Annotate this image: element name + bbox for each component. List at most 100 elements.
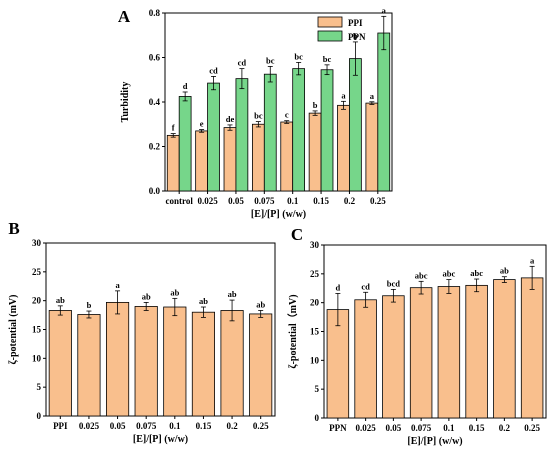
- significance-letter: ab: [170, 287, 179, 297]
- y-tick-label: 20: [310, 298, 320, 308]
- x-tick-label: 0.25: [253, 421, 269, 431]
- bar: [377, 32, 391, 192]
- legend-label-ppi: PPI: [348, 18, 363, 28]
- significance-letter: ab: [199, 296, 208, 306]
- x-tick-label: 0.15: [196, 421, 212, 431]
- significance-letter: cd: [238, 58, 247, 68]
- x-tick-label: 0.075: [411, 423, 432, 433]
- bar: [365, 102, 379, 192]
- x-tick-label: 0.1: [287, 196, 299, 206]
- y-tick-label: 15: [310, 327, 320, 337]
- y-tick-label: 0: [315, 413, 320, 423]
- significance-letter: ab: [500, 266, 509, 276]
- y-tick-label: 10: [32, 353, 42, 363]
- y-axis-label: ζ-potential（mV): [286, 294, 299, 368]
- x-tick-label: 0.05: [228, 196, 244, 206]
- bar: [292, 68, 306, 192]
- panel-b: B 0 5 10 15 20 25 30 ab b a ab ab ab ab ab PPI 0.025 0.05…: [8, 219, 276, 445]
- x-tick-label: 0.25: [370, 196, 386, 206]
- significance-letter: bc: [323, 54, 332, 64]
- significance-letter: c: [285, 110, 289, 120]
- legend: PPI PPN: [317, 16, 366, 42]
- y-axis-label: Turbidity: [120, 82, 131, 123]
- y-tick-label: 15: [32, 325, 42, 335]
- y-tick-label: 0.2: [149, 142, 161, 152]
- significance-letter: bc: [266, 55, 275, 65]
- x-tick-label: control: [166, 196, 194, 206]
- significance-letter: b: [87, 300, 92, 310]
- bar: [320, 69, 334, 192]
- significance-letter: ab: [228, 289, 237, 299]
- plot-a: 0.0 0.2 0.4 0.6 0.8 f e de bc c b a a d cd cd bc bc bc b a co…: [120, 5, 393, 220]
- significance-letter: ab: [56, 295, 65, 305]
- panel-c-letter: C: [291, 225, 303, 244]
- bar: [280, 121, 294, 192]
- bar: [382, 295, 405, 419]
- significance-letter: abc: [470, 268, 483, 278]
- x-tick-label: 0.2: [344, 196, 356, 206]
- x-tick-label: PPI: [53, 421, 68, 431]
- legend-swatch-ppn: [317, 30, 343, 42]
- bar: [308, 112, 322, 192]
- x-axis-label: [E]/[P] (w/w): [407, 436, 462, 447]
- significance-letter: abc: [443, 269, 456, 279]
- bar: [223, 127, 237, 192]
- x-tick-label: 0.15: [469, 423, 485, 433]
- y-tick-label: 5: [315, 384, 320, 394]
- x-tick-label: 0.075: [136, 421, 157, 431]
- legend-label-ppn: PPN: [348, 32, 366, 42]
- y-tick-label: 0: [37, 411, 42, 421]
- bar: [77, 314, 101, 417]
- significance-letter: abc: [415, 270, 428, 280]
- bar: [249, 313, 273, 417]
- bar: [105, 301, 130, 417]
- bar: [163, 306, 187, 417]
- bar: [437, 286, 461, 419]
- significance-letter: d: [183, 81, 188, 91]
- y-tick-label: 0.6: [149, 53, 161, 63]
- bar: [178, 96, 192, 192]
- panel-a: A 0.0 0.2 0.4 0.6 0.8 f e de bc c b a a d cd cd bc bc bc b a…: [118, 5, 393, 220]
- plot-c: 0 5 10 15 20 25 30 d cd bcd abc abc abc ab a PPN 0.025 0.…: [286, 240, 547, 447]
- bar: [337, 104, 350, 192]
- y-tick-label: 0.0: [149, 186, 161, 196]
- bar: [465, 284, 488, 419]
- bar: [235, 78, 249, 192]
- significance-letter: a: [115, 280, 120, 290]
- bar: [354, 299, 377, 419]
- panel-c: C 0 5 10 15 20 25 30 d cd bcd abc abc abc ab a PPN 0.025…: [286, 225, 547, 447]
- bar: [251, 123, 265, 192]
- significance-letter: ab: [142, 291, 151, 301]
- y-tick-label: 25: [310, 269, 320, 279]
- bar: [166, 134, 180, 192]
- x-tick-label: 0.1: [443, 423, 455, 433]
- bar: [349, 58, 362, 192]
- bar: [195, 130, 208, 192]
- significance-letter: b: [353, 31, 358, 41]
- bar: [409, 287, 433, 419]
- bar: [520, 277, 544, 419]
- y-axis-label: ζ-potential (mV): [8, 295, 19, 365]
- significance-letter: a: [382, 5, 387, 15]
- x-tick-label: 0.025: [197, 196, 218, 206]
- x-tick-label: 0.1: [169, 421, 181, 431]
- bar: [134, 306, 158, 417]
- bar: [493, 279, 516, 419]
- x-tick-label: 0.25: [524, 423, 540, 433]
- bar: [207, 82, 220, 192]
- significance-letter: ab: [256, 299, 265, 309]
- x-tick-label: 0.2: [226, 421, 238, 431]
- significance-letter: bcd: [387, 278, 401, 288]
- significance-letter: a: [530, 255, 535, 265]
- significance-letter: e: [200, 119, 204, 129]
- bar: [220, 310, 244, 417]
- bar: [48, 310, 72, 417]
- x-tick-label: 0.025: [79, 421, 100, 431]
- significance-letter: bc: [294, 51, 303, 61]
- y-tick-label: 30: [310, 240, 320, 250]
- significance-letter: b: [313, 100, 318, 110]
- x-axis-label: [E]/[P] (w/w): [133, 434, 188, 445]
- significance-letter: de: [226, 114, 235, 124]
- significance-letter: cd: [209, 65, 218, 75]
- x-tick-label: PPN: [329, 423, 347, 433]
